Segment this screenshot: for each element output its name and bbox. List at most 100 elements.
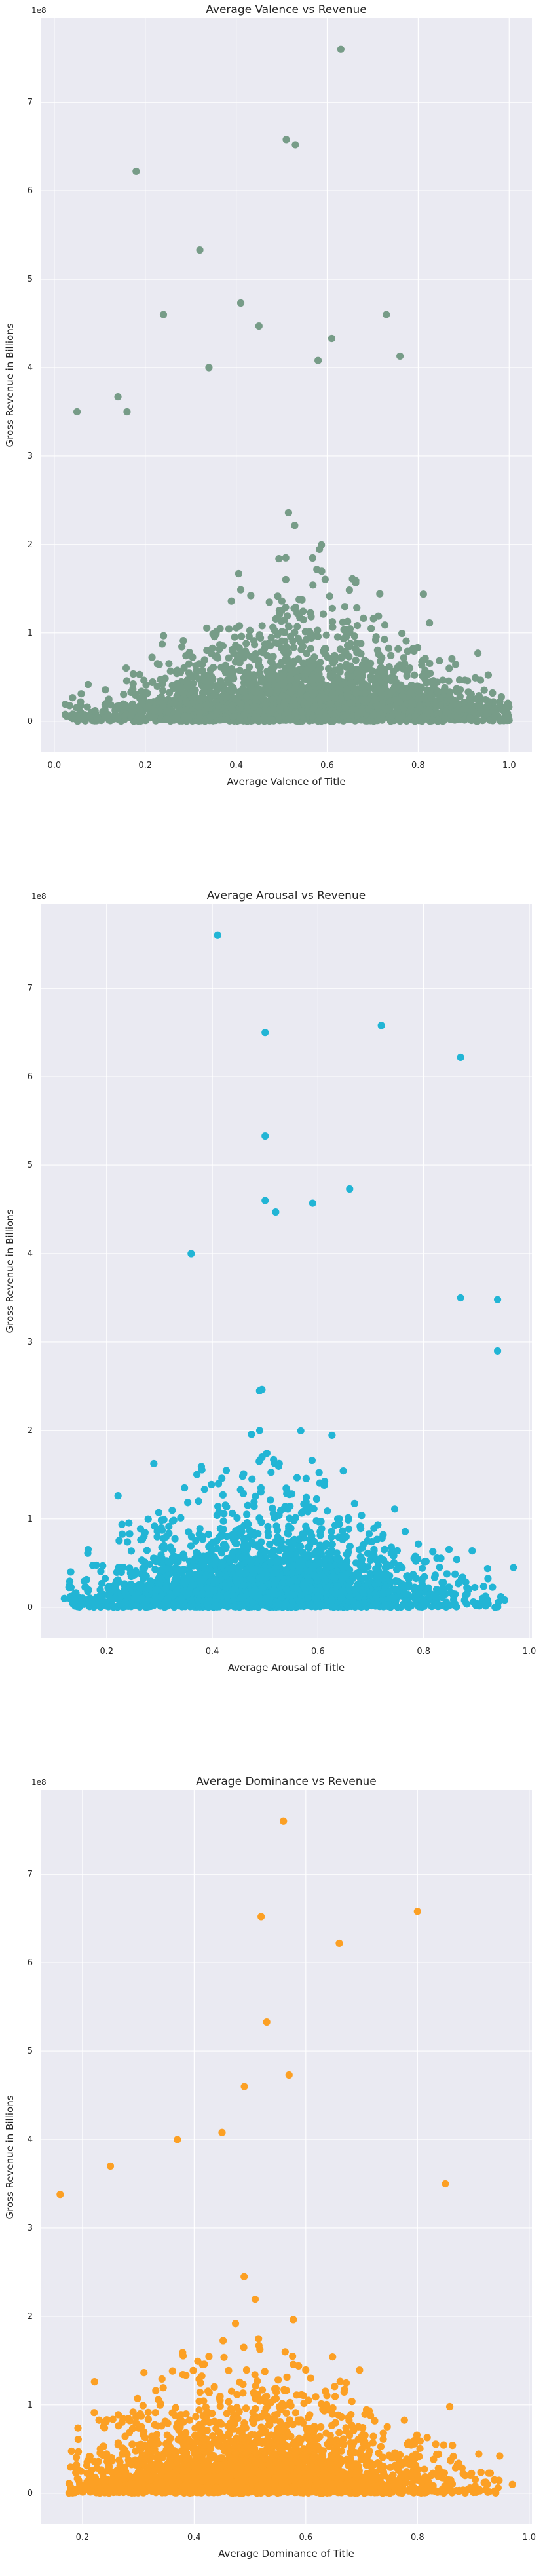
scatter-point — [347, 666, 355, 674]
scatter-point — [258, 622, 266, 630]
scatter-point — [415, 1540, 423, 1548]
scatter-point — [476, 676, 485, 684]
scatter-point — [426, 659, 434, 668]
scatter-point-notable — [196, 246, 204, 254]
scatter-point — [179, 637, 187, 645]
scatter-point — [191, 686, 199, 694]
scatter-point — [385, 644, 392, 652]
scatter-point — [221, 661, 229, 669]
scatter-point — [228, 645, 236, 654]
scatter-point — [381, 635, 388, 644]
y-tick-label: 6 — [28, 186, 33, 196]
scatter-point — [129, 670, 138, 678]
scatter-point — [297, 1543, 305, 1550]
scatter-point — [336, 645, 344, 653]
scatter-point — [292, 717, 300, 725]
scatter-point — [189, 680, 197, 687]
scatter-point — [99, 708, 107, 716]
scatter-point — [219, 642, 227, 650]
scatter-point — [322, 714, 329, 721]
scatter-point — [187, 1533, 196, 1541]
scatter-point — [267, 634, 275, 642]
scatter-point-notable — [396, 352, 404, 360]
scatter-point — [291, 604, 300, 611]
scatter-point — [309, 581, 317, 589]
scatter-point — [171, 1535, 179, 1543]
scatter-point — [236, 666, 244, 674]
scatter-point — [238, 687, 246, 695]
scatter-point — [360, 614, 367, 623]
scatter-point — [314, 626, 322, 634]
scatter-point — [254, 1529, 262, 1538]
scatter-point — [416, 716, 424, 724]
scatter-point — [255, 707, 263, 715]
scatter-point — [245, 663, 254, 671]
scatter-point — [321, 575, 329, 583]
scatter-point — [119, 1530, 126, 1538]
scatter-point — [136, 670, 143, 678]
scatter-point — [453, 1556, 460, 1564]
scatter-point — [491, 706, 500, 714]
scatter-point — [491, 1604, 499, 1611]
scatter-point — [157, 693, 165, 701]
scatter-point — [242, 693, 251, 701]
scatter-point — [284, 509, 293, 517]
scatter-point — [329, 716, 338, 723]
x-tick-label: 1.0 — [523, 1647, 536, 1657]
scatter-point — [439, 687, 447, 695]
scatter-point — [401, 1528, 409, 1535]
scatter-point — [303, 701, 312, 708]
scatter-point — [219, 1491, 227, 1499]
scatter-point — [246, 626, 254, 634]
scatter-point — [424, 706, 432, 714]
scatter-point — [228, 705, 236, 714]
scatter-point — [282, 604, 290, 611]
scatter-point — [420, 694, 428, 702]
scatter-point — [291, 708, 299, 716]
scatter-point — [345, 693, 352, 701]
scatter-point — [331, 710, 339, 718]
x-tick-label: 0.8 — [411, 761, 425, 771]
scatter-point — [390, 1505, 399, 1513]
scatter-point — [322, 1539, 330, 1548]
scatter-point — [315, 1469, 323, 1476]
scatter-point — [398, 1564, 406, 1572]
scatter-point — [369, 711, 377, 719]
scatter-point — [157, 676, 164, 683]
x-tick-label: 0.6 — [311, 1647, 325, 1657]
scatter-point — [489, 1583, 497, 1591]
scatter-point-notable — [314, 356, 322, 364]
scatter-point — [371, 695, 379, 703]
scatter-point — [305, 658, 312, 666]
scatter-point — [202, 701, 210, 709]
scatter-point — [289, 1537, 297, 1545]
scatter-point — [339, 1467, 347, 1475]
scatter-point — [77, 698, 85, 706]
plot-area — [41, 904, 532, 1638]
scatter-point — [97, 1567, 105, 1575]
scatter-point — [314, 717, 322, 725]
scatter-point — [144, 704, 153, 712]
scatter-point — [320, 610, 328, 618]
scatter-point — [414, 695, 422, 703]
scatter-point — [247, 592, 255, 600]
scatter-point — [464, 677, 472, 685]
scatter-point — [286, 683, 294, 691]
scatter-point-notable — [114, 393, 122, 401]
scatter-point — [216, 682, 223, 690]
scatter-point — [124, 1538, 132, 1546]
scatter-point — [396, 698, 404, 706]
scatter-point — [353, 622, 362, 630]
scatter-point — [198, 1466, 206, 1474]
scatter-point — [297, 1427, 305, 1435]
scatter-point — [445, 1545, 453, 1554]
y-tick-label: 0 — [28, 717, 33, 727]
scatter-point — [143, 1547, 151, 1554]
scatter-point — [361, 689, 369, 697]
scatter-point — [274, 592, 282, 600]
scatter-point — [118, 1520, 126, 1528]
scatter-point — [290, 644, 298, 651]
scatter-point — [292, 667, 300, 675]
scatter-point — [314, 632, 322, 640]
